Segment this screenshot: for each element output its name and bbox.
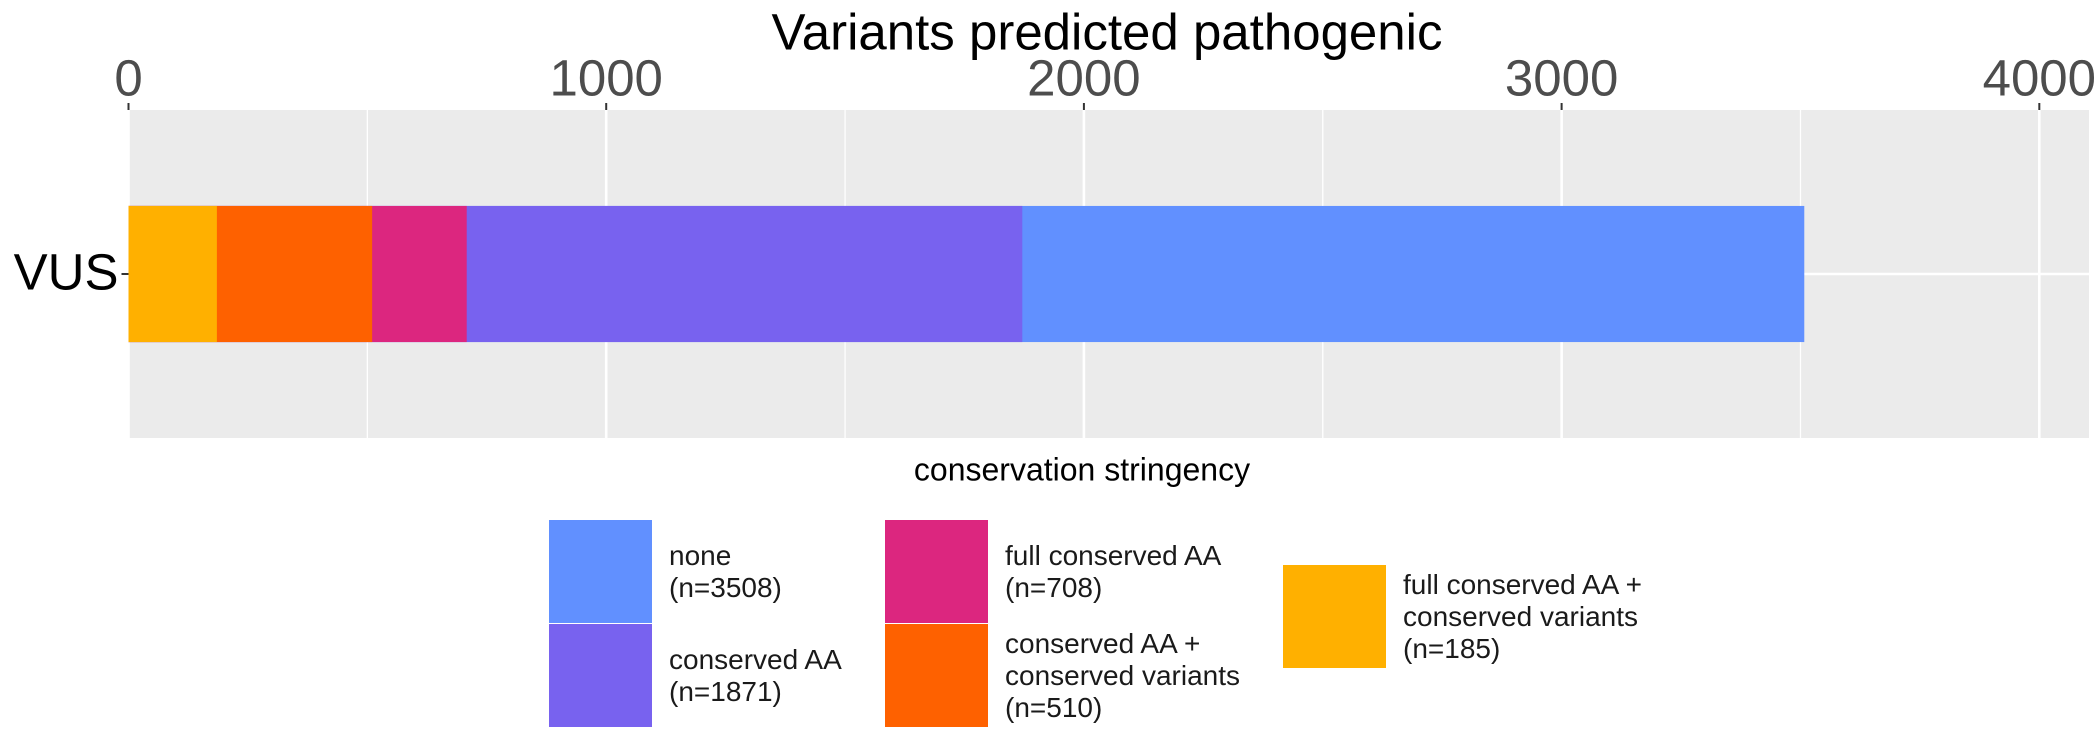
legend-key [549,520,652,623]
legend-label: conserved AA (n=1871) [669,643,842,707]
legend-key [1283,565,1386,668]
x-tick-label: 2000 [1027,49,1140,106]
legend-item: full conserved AA (n=708) [885,520,1221,623]
legend-key [885,624,988,727]
legend-label: full conserved AA (n=708) [1005,539,1222,603]
legend-title: conservation stringency [914,451,1250,487]
legend-item: none (n=3508) [549,520,782,623]
chart-title: Variants predicted pathogenic [772,3,1443,60]
x-tick-label: 0 [114,49,142,106]
x-tick-label: 4000 [1983,49,2096,106]
legend-key [549,624,652,727]
legend-label: conserved AA + conserved variants (n=510… [1005,627,1241,723]
legend-key [885,520,988,623]
bar [128,205,217,343]
y-tick-label: VUS [14,243,119,300]
legend-item: conserved AA + conserved variants (n=510… [885,624,1240,727]
x-tick-label: 1000 [549,49,662,106]
legend-label: full conserved AA + conserved variants (… [1403,568,1642,664]
x-tick-label: 3000 [1505,49,1618,106]
legend-item: conserved AA (n=1871) [549,624,842,727]
legend-item: full conserved AA + conserved variants (… [1283,565,1642,668]
legend-label: none (n=3508) [669,539,782,603]
